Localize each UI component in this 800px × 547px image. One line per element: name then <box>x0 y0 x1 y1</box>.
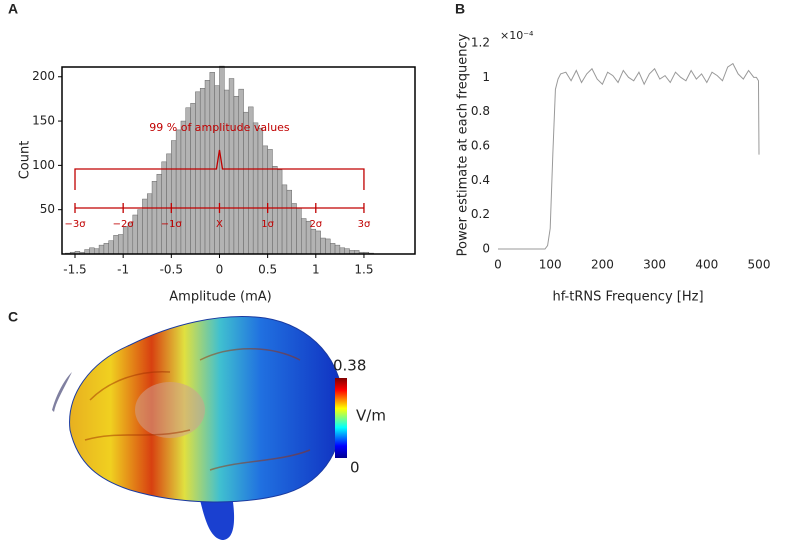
brain-image <box>52 316 344 540</box>
x-tick-label: 400 <box>695 258 718 272</box>
bar <box>118 234 124 255</box>
bar <box>344 248 350 255</box>
plot-frame <box>61 66 416 255</box>
brace <box>74 149 365 190</box>
bar <box>301 218 307 255</box>
colorbar-max: 0.38 <box>333 357 366 375</box>
bar <box>286 189 292 255</box>
sigma-label: X <box>216 219 223 230</box>
sigma-label: 3σ <box>358 219 371 230</box>
bar <box>199 88 206 255</box>
bar <box>103 243 109 255</box>
y-tick-label: 1 <box>482 70 490 84</box>
bar <box>262 145 268 255</box>
bar <box>180 120 187 255</box>
bar <box>122 226 129 255</box>
x-tick-label: -1.5 <box>63 263 86 277</box>
bar <box>228 78 235 255</box>
bar <box>277 169 283 255</box>
bar <box>238 88 244 255</box>
y-tick-label: 150 <box>32 114 55 128</box>
bar <box>151 181 158 255</box>
sigma-label: 1σ <box>261 219 274 230</box>
x-tick-label: 100 <box>539 258 562 272</box>
x-axis-label: Amplitude (mA) <box>169 290 271 305</box>
panel-label: A <box>8 1 18 17</box>
y-tick-label: 0.8 <box>471 104 490 118</box>
y-tick-label: 100 <box>32 158 55 172</box>
bar <box>329 243 336 255</box>
bar <box>315 230 321 255</box>
x-tick-label: 200 <box>591 258 614 272</box>
y-tick-label: 200 <box>32 69 55 83</box>
bar <box>339 247 345 255</box>
x-tick-label: -1 <box>117 263 129 277</box>
bar <box>233 95 239 255</box>
y-tick-label: 0 <box>482 242 490 256</box>
bar <box>137 209 143 255</box>
colorbar <box>335 378 347 458</box>
bar <box>209 72 215 255</box>
bar <box>224 89 230 255</box>
bar <box>204 80 211 255</box>
y-tick-label: 0.2 <box>471 207 490 221</box>
sigma-label: −2σ <box>113 219 135 230</box>
bar <box>291 203 297 255</box>
bar <box>334 244 341 255</box>
bar <box>98 244 105 255</box>
x-tick-label: 0 <box>216 263 224 277</box>
bar <box>142 198 148 255</box>
y-axis-label: Count <box>18 141 33 180</box>
y-axis-label: Power estimate at each frequency <box>456 33 471 256</box>
y-tick-label: 0.4 <box>471 173 490 187</box>
bar <box>281 184 288 255</box>
sigma-label: −1σ <box>161 219 183 230</box>
panel-label: C <box>8 309 18 325</box>
x-tick-label: 300 <box>643 258 666 272</box>
y-tick-label: 0.6 <box>471 139 490 153</box>
y-multiplier: ×10⁻⁴ <box>500 29 534 42</box>
bar <box>108 240 114 255</box>
sigma-label: 2σ <box>309 219 322 230</box>
bar <box>325 238 331 255</box>
bar <box>89 247 95 255</box>
x-axis-label: hf-tRNS Frequency [Hz] <box>552 290 703 305</box>
panel-label: B <box>455 1 465 17</box>
y-tick-label: 50 <box>40 202 55 216</box>
x-tick-label: 1.5 <box>354 263 373 277</box>
annotation: 99 % of amplitude values <box>149 121 290 134</box>
bar <box>171 140 177 255</box>
bar <box>146 193 153 255</box>
sigma-label: −3σ <box>64 219 86 230</box>
x-tick-label: -0.5 <box>160 263 183 277</box>
x-tick-label: 500 <box>748 258 771 272</box>
bar <box>272 166 278 255</box>
bar <box>156 173 162 255</box>
x-tick-label: 0.5 <box>258 263 277 277</box>
bar <box>175 129 182 255</box>
bar <box>320 237 326 255</box>
bar <box>252 122 259 255</box>
bar <box>296 207 302 255</box>
y-tick-label: 1.2 <box>471 36 490 50</box>
bar <box>257 127 264 255</box>
bar <box>113 235 119 255</box>
x-tick-label: 0 <box>494 258 502 272</box>
bar <box>267 149 273 255</box>
colorbar-label: V/m <box>356 407 386 425</box>
bar <box>195 91 201 255</box>
x-tick-label: 1 <box>312 263 320 277</box>
power-line <box>498 62 760 250</box>
colorbar-min: 0 <box>350 459 360 477</box>
bar <box>94 248 100 255</box>
bar <box>310 228 317 255</box>
